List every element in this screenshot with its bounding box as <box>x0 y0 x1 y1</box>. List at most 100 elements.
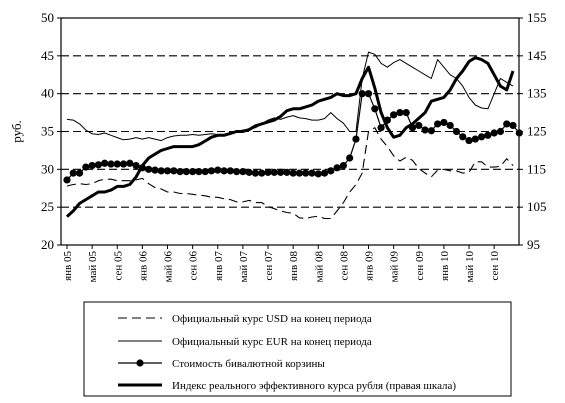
x-tick-label: янв 05 <box>62 251 74 281</box>
x-tick-label: май 07 <box>238 251 250 283</box>
basket-point <box>295 169 304 177</box>
basket-point <box>264 168 272 176</box>
right-y-axis-ticks: 95 105 115 125 135 145 155 <box>519 10 547 252</box>
basket-point <box>214 166 222 174</box>
legend-marker <box>136 359 144 367</box>
y-tick-label: 50 <box>41 10 54 25</box>
basket-point <box>364 90 373 98</box>
basket-point <box>459 133 467 141</box>
series-line-4 <box>65 56 515 218</box>
basket-point <box>434 120 442 128</box>
basket-point <box>371 105 379 113</box>
y2-tick-label: 135 <box>527 86 547 101</box>
basket-point <box>327 167 335 175</box>
y2-tick-label: 155 <box>527 10 547 25</box>
x-tick-label: май 08 <box>313 251 325 283</box>
basket-point <box>509 121 517 130</box>
basket-point <box>427 127 435 135</box>
basket-point <box>352 135 360 143</box>
x-tick-label: май 05 <box>87 251 99 283</box>
basket-point <box>346 154 354 162</box>
basket-point <box>113 160 121 168</box>
basket-point <box>170 167 178 175</box>
basket-point <box>75 169 84 177</box>
basket-point <box>377 124 385 132</box>
series-lines <box>63 51 523 220</box>
basket-point <box>163 167 172 175</box>
series-line-2 <box>66 51 514 142</box>
basket-point <box>207 167 216 175</box>
y-tick-label: 25 <box>41 199 54 214</box>
basket-point <box>465 136 473 145</box>
y-tick-label: 40 <box>41 86 54 101</box>
basket-point <box>63 176 71 184</box>
basket-point <box>119 160 128 168</box>
basket-point <box>176 168 184 176</box>
y2-tick-label: 145 <box>527 48 547 63</box>
x-axis-ticks: янв 05 май 05 сен 05 янв 06 май 06 сен 06 янв … <box>62 245 501 282</box>
basket-point <box>446 121 454 130</box>
basket-point <box>189 168 197 176</box>
basket-point <box>132 161 140 170</box>
basket-point <box>515 129 523 137</box>
basket-point <box>239 168 247 176</box>
left-y-axis-ticks: 20 25 30 35 40 45 50 <box>41 10 61 252</box>
x-tick-label: сен 08 <box>338 251 350 281</box>
grid-lines <box>61 55 519 208</box>
y2-tick-label: 105 <box>527 199 547 214</box>
y2-tick-label: 115 <box>527 161 546 176</box>
basket-point <box>503 120 511 128</box>
legend-label-4: Индекс реального эффективного курса рубл… <box>172 380 456 392</box>
x-tick-label: май 10 <box>464 251 476 283</box>
basket-point <box>415 121 423 130</box>
basket-point <box>314 170 322 178</box>
basket-point <box>390 111 398 119</box>
x-tick-label: янв 06 <box>137 251 149 281</box>
basket-point <box>201 168 209 176</box>
basket-point <box>440 118 448 127</box>
basket-point <box>245 168 253 176</box>
basket-point <box>333 164 341 172</box>
basket-point <box>233 168 241 176</box>
y-axis-label: руб. <box>9 120 24 143</box>
basket-point <box>496 127 505 136</box>
y2-tick-label: 95 <box>527 237 540 252</box>
x-tick-label: май 06 <box>163 251 175 283</box>
x-tick-label: сен 06 <box>188 251 200 281</box>
basket-point <box>94 161 103 169</box>
basket-point <box>195 168 203 176</box>
x-tick-label: сен 10 <box>489 251 501 281</box>
y-tick-label: 45 <box>41 48 54 63</box>
legend-label-2: Официальный курс EUR на конец периода <box>172 336 372 348</box>
basket-point <box>302 169 310 177</box>
y-tick-label: 20 <box>41 237 54 252</box>
basket-point <box>358 90 366 98</box>
basket-point <box>339 161 347 170</box>
legend-box <box>83 301 512 397</box>
basket-point <box>276 168 285 176</box>
basket-point <box>320 169 329 177</box>
y2-tick-label: 125 <box>527 124 547 139</box>
series-line-1 <box>66 127 514 220</box>
basket-point <box>270 168 278 176</box>
x-tick-label: янв 09 <box>364 251 376 281</box>
basket-point <box>452 127 461 136</box>
basket-point <box>107 160 115 168</box>
basket-point <box>283 168 291 176</box>
legend-label-3: Стоимость бивалютной корзины <box>172 358 325 370</box>
x-tick-label: янв 08 <box>288 251 300 281</box>
x-tick-label: сен 09 <box>414 251 426 281</box>
basket-point <box>88 161 96 170</box>
basket-point <box>477 133 486 141</box>
x-tick-label: янв 07 <box>213 251 225 281</box>
legend: Официальный курс USD на конец периода Офи… <box>83 301 512 397</box>
basket-point <box>421 126 429 134</box>
basket-point <box>220 167 228 175</box>
legend-label-1: Официальный курс USD на конец периода <box>172 313 372 325</box>
y-tick-label: 35 <box>41 124 54 139</box>
basket-point <box>126 159 134 167</box>
basket-point <box>484 131 492 139</box>
basket-point <box>69 169 77 177</box>
x-tick-label: май 09 <box>389 251 401 283</box>
basket-point <box>182 168 190 176</box>
